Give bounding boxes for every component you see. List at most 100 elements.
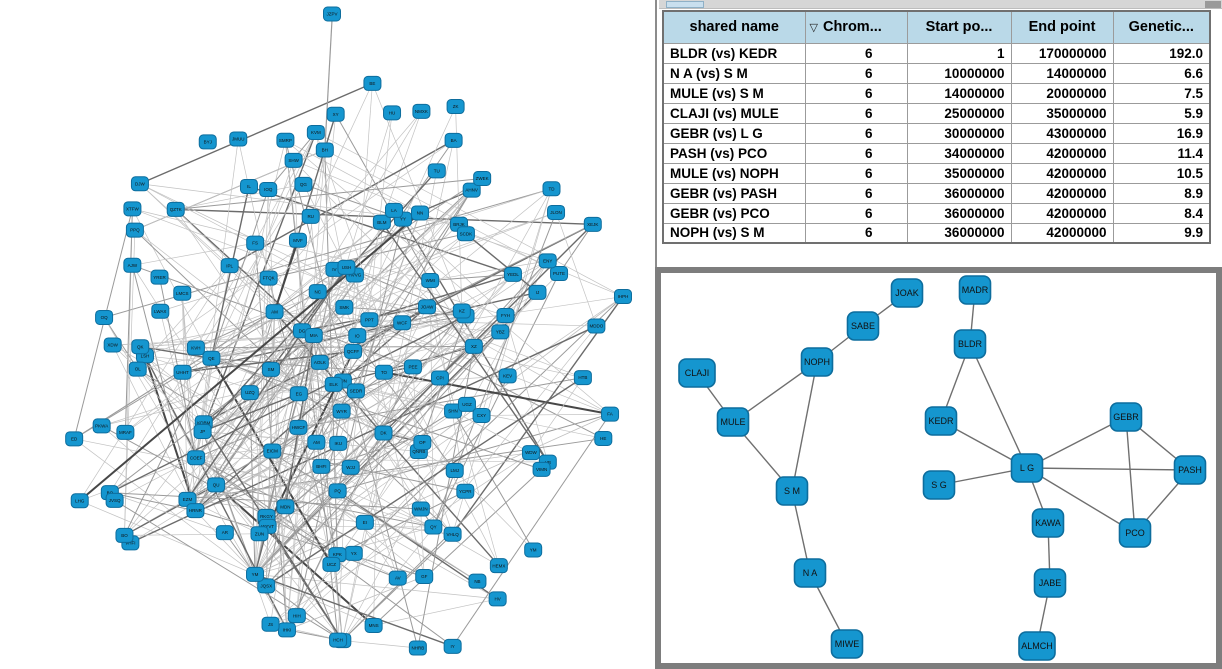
node-shape[interactable] <box>890 278 924 308</box>
node-shape[interactable] <box>261 616 280 632</box>
node-shape[interactable] <box>329 632 348 648</box>
network-node[interactable]: MDN <box>276 499 295 515</box>
node-shape[interactable] <box>430 370 449 386</box>
network-node[interactable]: JP <box>193 423 212 439</box>
node-shape[interactable] <box>276 132 295 148</box>
table-row[interactable]: PASH (vs) PCO 6 34000000 42000000 11.4 <box>662 142 1211 164</box>
network-node[interactable]: IKU <box>329 435 348 451</box>
network-node[interactable]: ELK <box>324 376 343 392</box>
node-shape[interactable] <box>173 364 192 380</box>
network-node-sabe[interactable]: SABE <box>846 311 880 341</box>
network-node[interactable]: SMK <box>335 299 354 315</box>
network-node[interactable]: YBZ <box>491 324 510 340</box>
network-node[interactable]: IJ <box>528 284 547 300</box>
node-shape[interactable] <box>503 266 522 282</box>
network-node[interactable]: XZ <box>464 338 483 354</box>
network-node[interactable]: OL <box>128 361 147 377</box>
node-shape[interactable] <box>468 573 487 589</box>
node-shape[interactable] <box>95 309 114 325</box>
network-node[interactable]: MRAF <box>116 424 135 440</box>
node-shape[interactable] <box>310 354 329 370</box>
network-node[interactable]: UCZ <box>322 556 341 572</box>
node-shape[interactable] <box>473 171 492 187</box>
node-shape[interactable] <box>922 470 956 500</box>
node-shape[interactable] <box>374 425 393 441</box>
node-shape[interactable] <box>489 558 508 574</box>
network-node[interactable]: WYR <box>332 403 351 419</box>
node-shape[interactable] <box>229 131 248 147</box>
node-shape[interactable] <box>443 526 462 542</box>
node-shape[interactable] <box>259 270 278 286</box>
node-shape[interactable] <box>445 463 464 479</box>
node-shape[interactable] <box>92 418 111 434</box>
node-shape[interactable] <box>326 106 345 122</box>
network-node-pco[interactable]: PCO <box>1118 518 1152 548</box>
network-node[interactable]: AM <box>307 434 326 450</box>
network-node[interactable]: QE <box>202 350 221 366</box>
node-shape[interactable] <box>250 526 269 542</box>
network-node-n-a[interactable]: N A <box>793 558 827 588</box>
network-node[interactable]: AM <box>265 304 284 320</box>
network-node-l-g[interactable]: L G <box>1010 453 1044 483</box>
node-shape[interactable] <box>240 385 259 401</box>
node-shape[interactable] <box>446 99 465 115</box>
node-shape[interactable] <box>411 205 430 221</box>
node-shape[interactable] <box>259 182 278 198</box>
network-node[interactable]: SM <box>261 361 280 377</box>
node-shape[interactable] <box>289 386 308 402</box>
column-header-1[interactable]: ▽ Chrom... <box>804 10 908 44</box>
network-node-joak[interactable]: JOAK <box>890 278 924 308</box>
node-shape[interactable] <box>1010 453 1044 483</box>
network-node[interactable]: USH <box>337 259 356 275</box>
node-shape[interactable] <box>246 235 265 251</box>
node-shape[interactable] <box>457 396 476 412</box>
network-node[interactable]: YRER <box>150 269 169 285</box>
network-node[interactable]: KZ <box>452 303 471 319</box>
network-node[interactable]: NMXK <box>412 103 431 119</box>
node-shape[interactable] <box>261 361 280 377</box>
network-node[interactable]: FA <box>601 406 620 422</box>
network-node[interactable]: IL <box>239 178 258 194</box>
node-shape[interactable] <box>372 214 391 230</box>
node-shape[interactable] <box>488 591 507 607</box>
network-node[interactable]: KVM <box>306 124 325 140</box>
node-shape[interactable] <box>421 272 440 288</box>
network-node[interactable]: NHRB <box>408 640 427 656</box>
table-row[interactable]: MULE (vs) NOPH 6 35000000 42000000 10.5 <box>662 162 1211 184</box>
node-shape[interactable] <box>207 477 226 493</box>
network-node-claji[interactable]: CLAJI <box>678 358 716 388</box>
node-shape[interactable] <box>315 142 334 158</box>
network-node[interactable]: BHFI <box>312 458 331 474</box>
table-row[interactable]: GEBR (vs) L G 6 30000000 43000000 16.9 <box>662 122 1211 144</box>
node-shape[interactable] <box>374 364 393 380</box>
network-node[interactable]: NC <box>308 284 327 300</box>
network-node-gebr[interactable]: GEBR <box>1109 402 1143 432</box>
network-node[interactable]: LMJ <box>445 463 464 479</box>
table-row[interactable]: GEBR (vs) PCO 6 36000000 42000000 8.4 <box>662 202 1211 224</box>
network-node[interactable]: AOLK <box>310 354 329 370</box>
node-shape[interactable] <box>220 258 239 274</box>
network-node[interactable]: QZTK <box>166 201 185 217</box>
network-node[interactable]: UHHT <box>173 364 192 380</box>
overview-network-panel[interactable]: LJN ELK QCFF SEDR AOLK IO WYR DG TO EG PPT IKU MIA PE… <box>0 0 655 669</box>
network-node[interactable]: AV <box>388 570 407 586</box>
network-node[interactable]: PEE <box>403 359 422 375</box>
node-shape[interactable] <box>151 303 170 319</box>
column-header-2[interactable]: Start po... <box>906 10 1012 44</box>
network-node[interactable]: OP <box>413 434 432 450</box>
network-node[interactable]: SHW <box>284 152 303 168</box>
node-shape[interactable] <box>115 527 134 543</box>
node-shape[interactable] <box>307 434 326 450</box>
network-node[interactable]: BH <box>315 142 334 158</box>
network-node[interactable]: YX <box>344 545 363 561</box>
column-header-3[interactable]: End point <box>1010 10 1114 44</box>
network-node[interactable]: CPI <box>430 370 449 386</box>
network-node[interactable]: IHKI <box>277 622 296 638</box>
node-shape[interactable] <box>383 105 402 121</box>
node-shape[interactable] <box>337 259 356 275</box>
network-node[interactable]: HWCF <box>289 419 308 435</box>
network-node[interactable]: QY <box>424 519 443 535</box>
network-node[interactable]: IHPH <box>613 289 632 305</box>
node-shape[interactable] <box>456 226 475 242</box>
table-row[interactable]: BLDR (vs) KEDR 6 1 170000000 192.0 <box>662 42 1211 64</box>
